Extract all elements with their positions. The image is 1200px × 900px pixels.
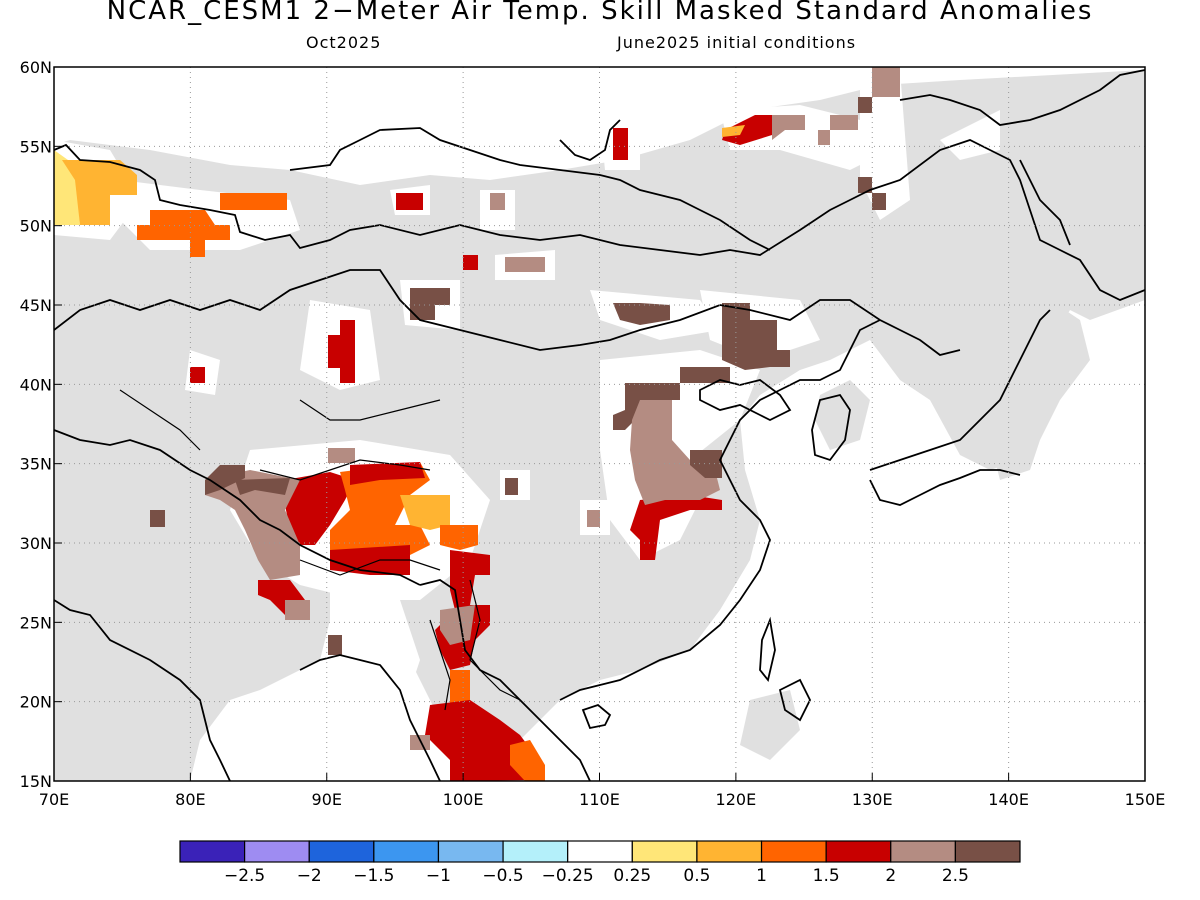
legend-color-box: [503, 841, 568, 862]
legend-label: 0.5: [683, 866, 710, 886]
legend-label: −1.5: [353, 866, 394, 886]
legend-label: −0.25: [542, 866, 594, 886]
legend-color-box: [826, 841, 891, 862]
legend-color-box: [374, 841, 439, 862]
legend-color-box: [697, 841, 762, 862]
legend-label: −0.5: [482, 866, 523, 886]
legend-color-box: [891, 841, 956, 862]
legend-color-box: [632, 841, 697, 862]
legend-color-box: [438, 841, 503, 862]
legend-color-box: [955, 841, 1020, 862]
legend-label: 1.5: [813, 866, 840, 886]
legend-label: −1: [426, 866, 451, 886]
legend-label: −2: [297, 866, 322, 886]
legend-label: 1: [756, 866, 767, 886]
legend-label: 2.5: [942, 866, 969, 886]
legend-label: −2.5: [224, 866, 265, 886]
legend-label: 0.25: [613, 866, 651, 886]
legend-color-box: [245, 841, 310, 862]
legend-color-box: [309, 841, 374, 862]
legend-color-box: [180, 841, 245, 862]
legend-color-box: [762, 841, 827, 862]
legend-label: 2: [885, 866, 896, 886]
legend-color-box: [568, 841, 633, 862]
